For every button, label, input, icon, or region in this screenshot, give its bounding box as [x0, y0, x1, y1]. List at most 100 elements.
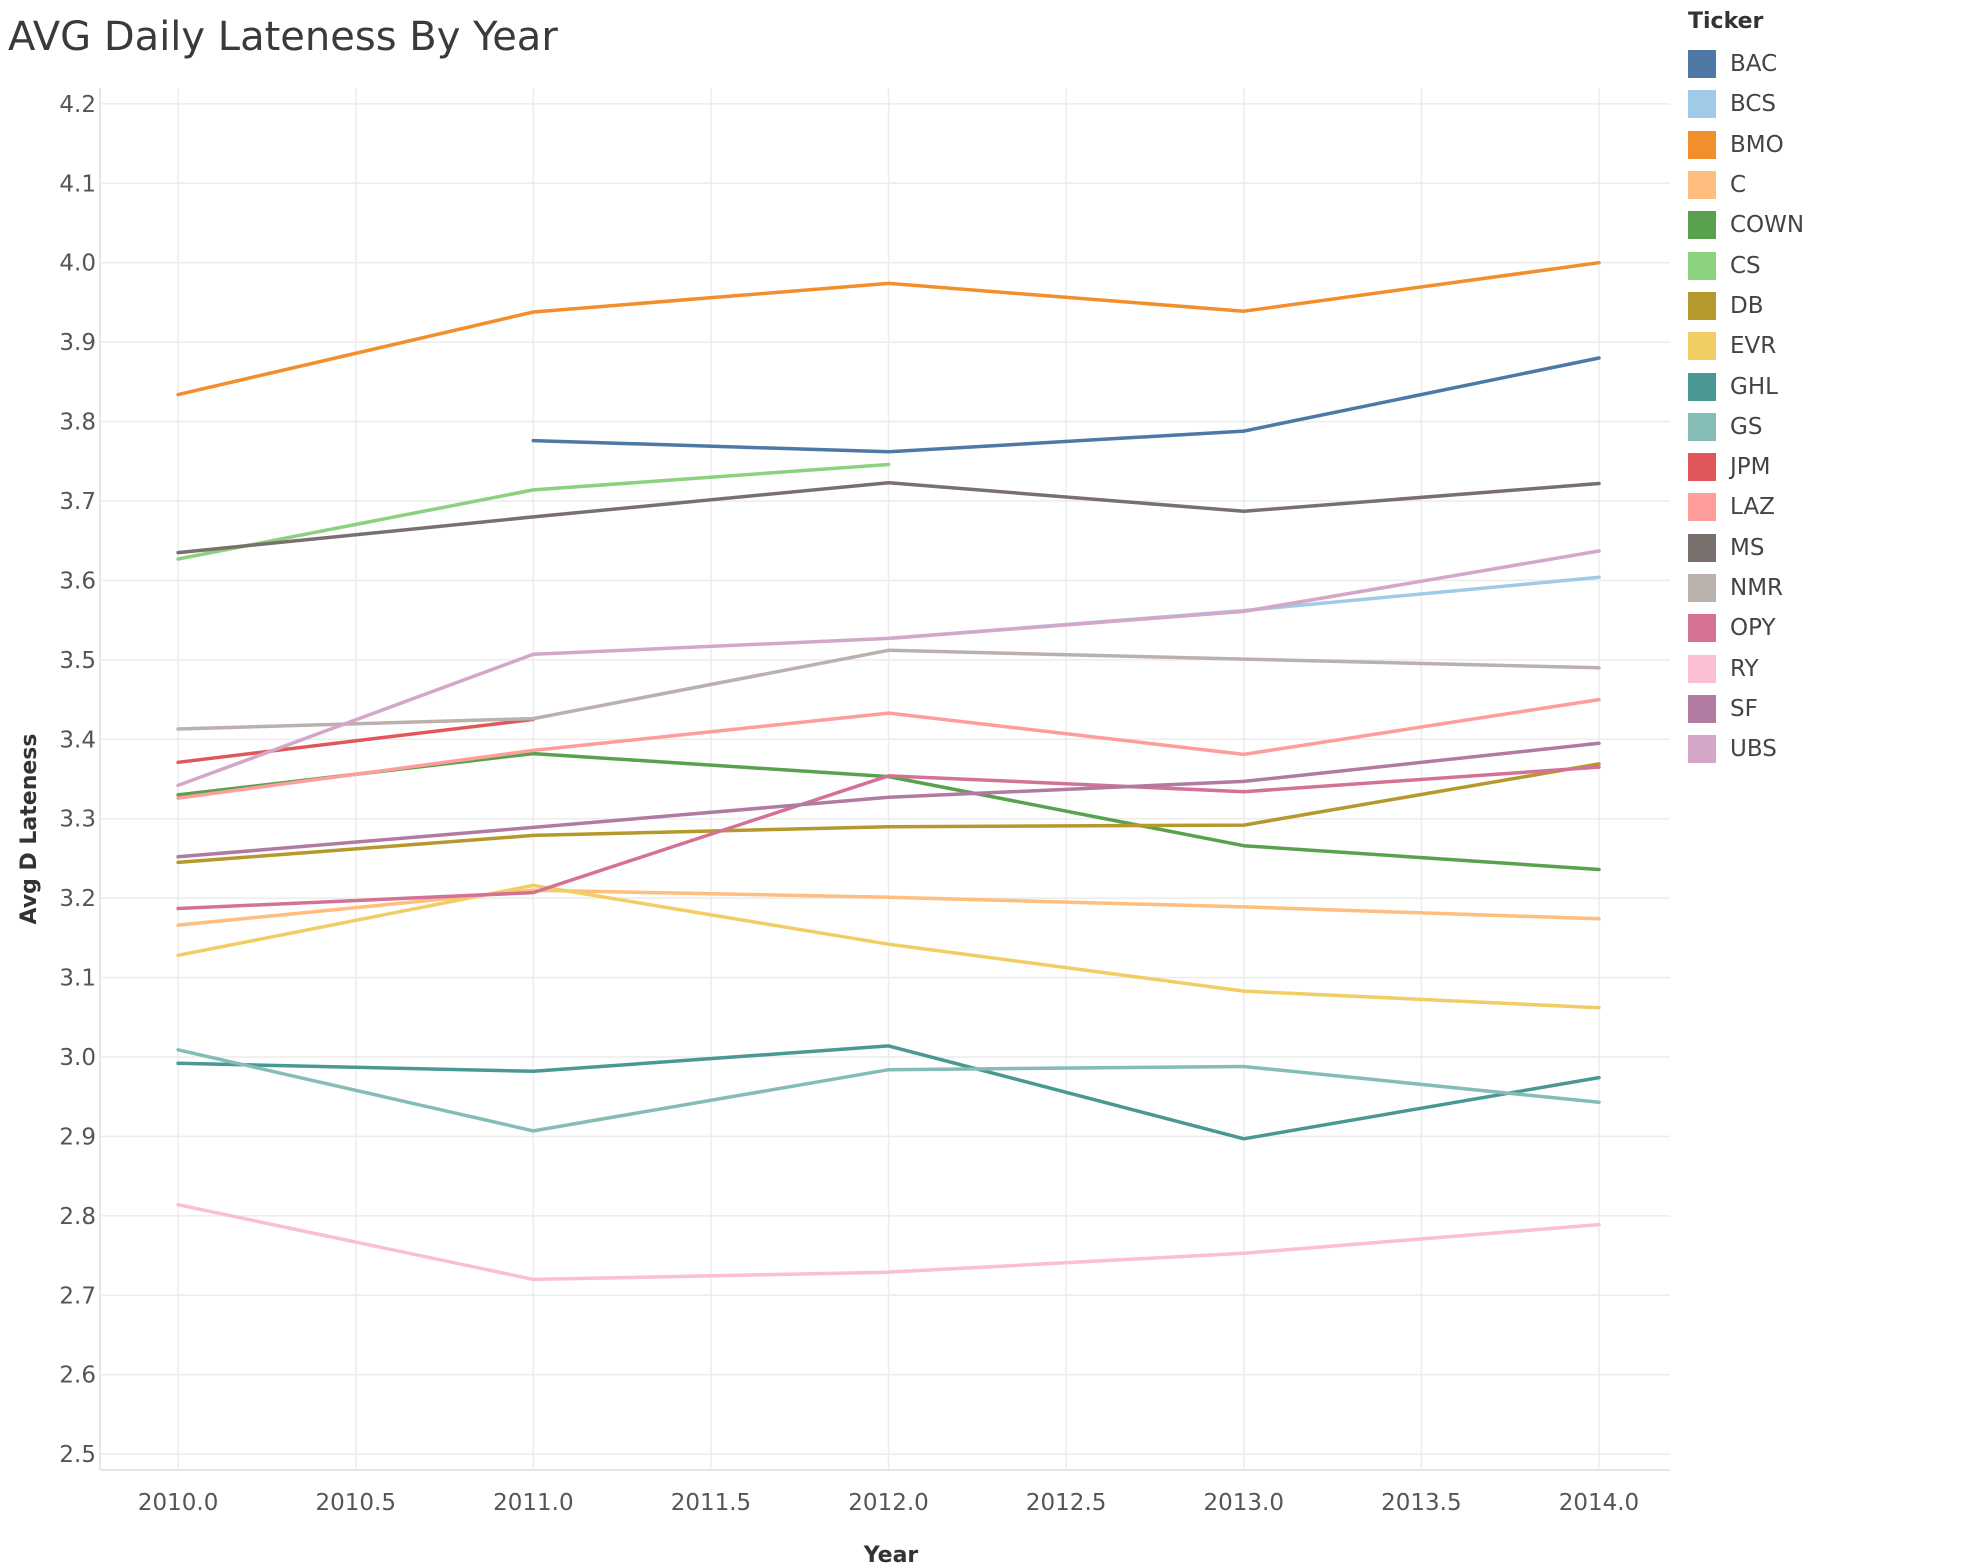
y-tick-label: 3.4 [59, 727, 96, 753]
legend-item-ry[interactable]: RY [1688, 648, 1958, 688]
legend-item-opy[interactable]: OPY [1688, 608, 1958, 648]
y-tick-label: 3.9 [59, 330, 96, 356]
legend-item-cown[interactable]: COWN [1688, 205, 1958, 245]
y-tick-label: 4.1 [59, 171, 96, 197]
legend-item-gs[interactable]: GS [1688, 407, 1958, 447]
legend-label: EVR [1730, 333, 1777, 360]
legend-item-bmo[interactable]: BMO [1688, 125, 1958, 165]
legend-swatch [1688, 372, 1716, 401]
legend-swatch [1688, 412, 1716, 441]
legend-item-bac[interactable]: BAC [1688, 44, 1958, 84]
legend-item-db[interactable]: DB [1688, 286, 1958, 326]
series-line-db [176, 762, 1601, 865]
chart-title: AVG Daily Lateness By Year [8, 14, 558, 60]
legend-item-ms[interactable]: MS [1688, 528, 1958, 568]
y-tick-label: 3.6 [59, 568, 96, 594]
series-line-evr [176, 883, 1601, 1010]
series-line-c [176, 888, 1601, 927]
legend-label: UBS [1730, 736, 1777, 763]
series-line-jpm [176, 717, 536, 765]
x-tick-label: 2012.0 [848, 1490, 928, 1516]
legend-label: NMR [1730, 575, 1784, 601]
series-line-nmr [176, 648, 1601, 731]
legend-item-bcs[interactable]: BCS [1688, 84, 1958, 124]
y-tick-label: 2.7 [59, 1283, 96, 1309]
legend-swatch [1688, 171, 1716, 200]
legend-item-jpm[interactable]: JPM [1688, 447, 1958, 487]
legend-swatch [1688, 493, 1716, 522]
legend-swatch [1688, 533, 1716, 562]
y-tick-label: 3.2 [59, 886, 96, 912]
series-line-opy [176, 765, 1601, 911]
series-line-gs [176, 1048, 1601, 1133]
y-tick-label: 3.7 [59, 489, 96, 515]
y-tick-label: 3.1 [59, 966, 96, 992]
legend-swatch [1688, 694, 1716, 723]
legend-item-ghl[interactable]: GHL [1688, 366, 1958, 406]
x-axis-title: Year [863, 1543, 919, 1568]
axes: 2.5 2.6 2.7 2.8 2.9 3.0 3.1 3.2 3.3 3.4 3.5 3.6 3.7 3… [59, 92, 1639, 1516]
series-line-sf [176, 741, 1601, 859]
legend-swatch [1688, 453, 1716, 482]
legend-label: C [1730, 172, 1747, 199]
y-tick-label: 2.9 [59, 1124, 96, 1150]
legend-label: RY [1730, 655, 1759, 682]
legend-label: CS [1730, 252, 1761, 279]
legend-label: GS [1730, 413, 1763, 440]
legend-swatch [1688, 50, 1716, 79]
legend-swatch [1688, 735, 1716, 764]
series-line-bmo [176, 260, 1601, 397]
legend-swatch [1688, 332, 1716, 361]
legend-swatch [1688, 211, 1716, 240]
series-lines [176, 260, 1601, 1282]
legend-label: BCS [1730, 91, 1777, 118]
legend-label: MS [1730, 534, 1765, 561]
legend-item-cs[interactable]: CS [1688, 245, 1958, 285]
legend-label: OPY [1730, 615, 1776, 642]
series-line-cs [176, 462, 891, 561]
legend-item-evr[interactable]: EVR [1688, 326, 1958, 366]
y-tick-label: 3.8 [59, 410, 96, 436]
legend-swatch [1688, 614, 1716, 643]
y-tick-label: 3.3 [59, 807, 96, 833]
legend-label: LAZ [1730, 494, 1775, 521]
y-tick-label: 3.5 [59, 648, 96, 674]
legend-swatch [1688, 574, 1716, 602]
series-line-laz [176, 697, 1601, 800]
legend: Ticker BAC BCS BMO C COWN CS DB EVR GHL GS JPM LAZ M… [1688, 8, 1958, 769]
x-tick-label: 2010.5 [316, 1490, 396, 1516]
legend-swatch [1688, 251, 1716, 280]
series-line-ms [176, 480, 1601, 555]
legend-item-ubs[interactable]: UBS [1688, 729, 1958, 769]
y-tick-label: 3.0 [59, 1045, 96, 1071]
x-tick-label: 2013.0 [1204, 1490, 1284, 1516]
legend-label: BMO [1730, 131, 1784, 158]
legend-label: BAC [1730, 51, 1778, 78]
x-tick-label: 2011.5 [671, 1490, 751, 1516]
legend-item-sf[interactable]: SF [1688, 689, 1958, 729]
legend-swatch [1688, 291, 1716, 320]
legend-swatch [1688, 90, 1716, 119]
x-tick-label: 2013.5 [1381, 1490, 1461, 1516]
legend-label: JPM [1730, 454, 1771, 481]
x-tick-label: 2011.0 [493, 1490, 573, 1516]
legend-swatch [1688, 130, 1716, 159]
x-tick-label: 2014.0 [1559, 1490, 1639, 1516]
legend-item-c[interactable]: C [1688, 165, 1958, 205]
series-line-bac [531, 356, 1601, 454]
y-tick-label: 2.8 [59, 1204, 96, 1230]
legend-item-laz[interactable]: LAZ [1688, 487, 1958, 527]
y-tick-label: 4.2 [59, 92, 96, 118]
legend-item-nmr[interactable]: NMR [1688, 568, 1958, 608]
y-tick-label: 4.0 [59, 251, 96, 277]
legend-swatch [1688, 654, 1716, 683]
x-tick-label: 2010.0 [138, 1490, 218, 1516]
y-tick-label: 2.5 [59, 1442, 96, 1468]
legend-label: COWN [1730, 212, 1805, 239]
legend-title: Ticker [1688, 9, 1764, 34]
legend-label: GHL [1730, 373, 1778, 400]
series-line-ry [176, 1202, 1601, 1282]
legend-items: BAC BCS BMO C COWN CS DB EVR GHL GS JPM LAZ MS NMR OPY… [1688, 44, 1958, 769]
legend-label: SF [1730, 695, 1758, 722]
